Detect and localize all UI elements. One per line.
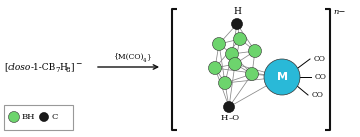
Text: closo: closo	[8, 62, 31, 72]
Circle shape	[246, 68, 258, 81]
Text: ]: ]	[70, 62, 73, 72]
Text: H: H	[59, 62, 67, 72]
Circle shape	[224, 102, 234, 112]
Text: -1-CB: -1-CB	[31, 62, 56, 72]
Text: C: C	[51, 113, 57, 121]
Circle shape	[248, 45, 261, 58]
Text: CO: CO	[312, 91, 324, 99]
Text: [: [	[4, 62, 8, 72]
Text: 8: 8	[66, 65, 71, 73]
Circle shape	[9, 112, 19, 122]
Text: M: M	[276, 72, 288, 82]
Text: 7: 7	[55, 65, 59, 73]
Text: n−: n−	[333, 8, 345, 16]
Text: –O: –O	[229, 115, 240, 122]
Text: CO: CO	[314, 55, 326, 63]
Circle shape	[225, 48, 238, 61]
FancyBboxPatch shape	[4, 105, 72, 129]
Circle shape	[40, 112, 49, 122]
Circle shape	[212, 38, 225, 51]
Circle shape	[231, 18, 243, 29]
Text: 4: 4	[143, 58, 146, 64]
Text: H: H	[221, 115, 228, 122]
Text: BH: BH	[22, 113, 36, 121]
Text: −: −	[75, 60, 81, 68]
Circle shape	[219, 76, 231, 89]
Text: CO: CO	[315, 73, 327, 81]
Text: }: }	[146, 53, 151, 61]
Text: {M(CO): {M(CO)	[113, 53, 143, 61]
Circle shape	[264, 59, 300, 95]
Circle shape	[208, 62, 221, 75]
Text: H: H	[233, 8, 241, 16]
Circle shape	[229, 58, 242, 71]
Circle shape	[234, 32, 247, 45]
